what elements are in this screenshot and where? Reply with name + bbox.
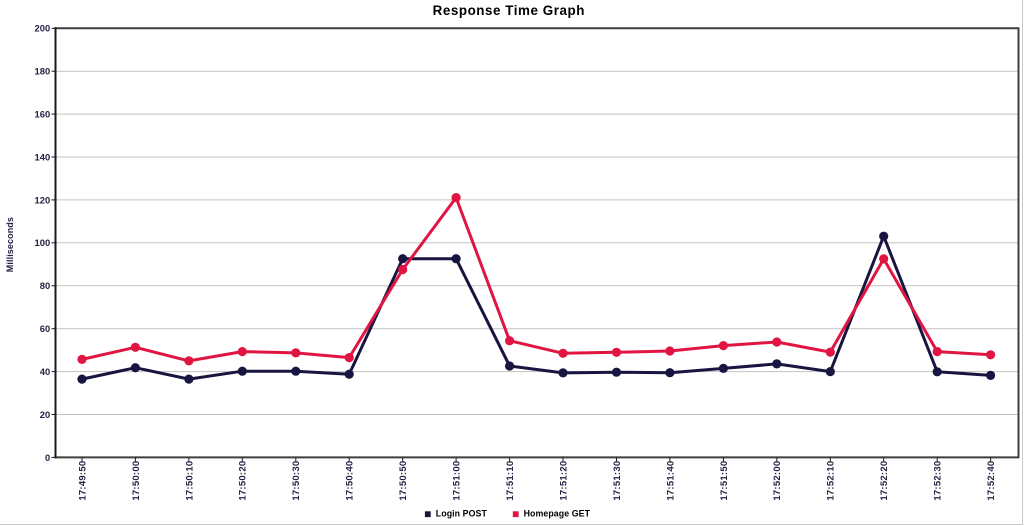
svg-text:17:51:30: 17:51:30 [612, 461, 623, 501]
svg-text:17:49:50: 17:49:50 [77, 461, 88, 501]
svg-text:17:50:50: 17:50:50 [398, 461, 409, 501]
svg-text:100: 100 [35, 237, 51, 248]
svg-text:17:52:10: 17:52:10 [826, 461, 837, 501]
svg-text:17:51:20: 17:51:20 [558, 461, 569, 501]
svg-text:180: 180 [35, 66, 51, 77]
svg-text:80: 80 [40, 280, 50, 291]
svg-text:20: 20 [40, 409, 50, 420]
svg-text:17:51:00: 17:51:00 [452, 461, 463, 501]
svg-text:120: 120 [35, 194, 51, 205]
svg-text:17:51:40: 17:51:40 [665, 461, 676, 501]
svg-text:17:52:20: 17:52:20 [879, 461, 890, 501]
svg-text:Login POST: Login POST [436, 509, 488, 519]
svg-text:17:50:00: 17:50:00 [131, 461, 142, 501]
svg-text:160: 160 [35, 109, 51, 120]
svg-text:17:50:10: 17:50:10 [184, 461, 195, 501]
svg-text:140: 140 [35, 151, 51, 162]
svg-text:17:50:30: 17:50:30 [291, 461, 302, 501]
svg-text:17:52:30: 17:52:30 [933, 461, 944, 501]
svg-text:17:50:40: 17:50:40 [345, 461, 356, 501]
svg-text:17:51:50: 17:51:50 [719, 461, 730, 501]
svg-text:40: 40 [40, 366, 50, 377]
svg-text:17:52:00: 17:52:00 [772, 461, 783, 501]
svg-text:Milliseconds: Milliseconds [5, 217, 15, 272]
svg-text:17:50:20: 17:50:20 [238, 461, 249, 501]
svg-text:17:52:40: 17:52:40 [986, 461, 997, 501]
svg-text:200: 200 [35, 23, 51, 34]
svg-text:Homepage GET: Homepage GET [524, 509, 591, 519]
svg-text:17:51:10: 17:51:10 [505, 461, 516, 501]
svg-text:Response Time Graph: Response Time Graph [433, 3, 585, 18]
svg-text:0: 0 [45, 452, 50, 463]
svg-text:60: 60 [40, 323, 50, 334]
